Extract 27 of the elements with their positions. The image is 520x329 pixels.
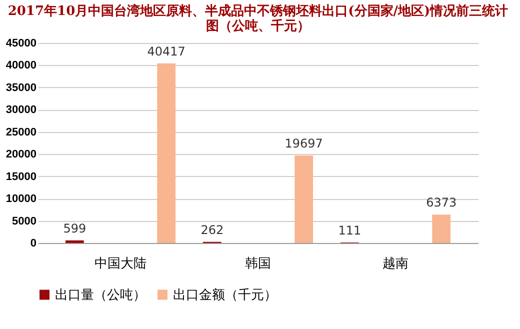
y-tick-label: 35000 bbox=[6, 82, 36, 94]
legend-label: 出口金额（千元） bbox=[173, 288, 277, 303]
bar bbox=[294, 155, 313, 243]
bar bbox=[66, 240, 84, 243]
y-tick-label: 45000 bbox=[6, 38, 36, 50]
y-tick-label: 30000 bbox=[6, 104, 36, 116]
y-tick-label: 20000 bbox=[6, 148, 36, 161]
y-tick-label: 15000 bbox=[6, 170, 36, 183]
y-tick-label: 5000 bbox=[12, 215, 36, 228]
data-label: 111 bbox=[338, 224, 362, 238]
data-label: 6373 bbox=[426, 196, 457, 210]
x-tick-label: 中国大陆 bbox=[94, 256, 146, 272]
bar bbox=[157, 63, 176, 243]
legend-label: 出口量（公吨） bbox=[55, 288, 146, 303]
text: 图（公吨、千元） bbox=[206, 19, 310, 34]
y-tick-label: 0 bbox=[30, 238, 36, 250]
data-label: 599 bbox=[63, 221, 86, 236]
x-tick-label: 韩国 bbox=[245, 256, 271, 272]
text: 2017年10月中国台湾地区原料、半成品中不锈钢坯料出口(分国家/地区)情况前三统计 bbox=[8, 4, 508, 19]
y-tick-label: 40000 bbox=[6, 60, 36, 72]
x-tick-label: 越南 bbox=[382, 256, 408, 272]
data-label: 262 bbox=[200, 222, 224, 237]
y-tick-label: 10000 bbox=[6, 193, 36, 206]
data-label: 40417 bbox=[147, 44, 186, 58]
bar bbox=[432, 214, 450, 243]
y-tick-label: 25000 bbox=[6, 126, 36, 138]
data-label: 19697 bbox=[284, 136, 323, 150]
